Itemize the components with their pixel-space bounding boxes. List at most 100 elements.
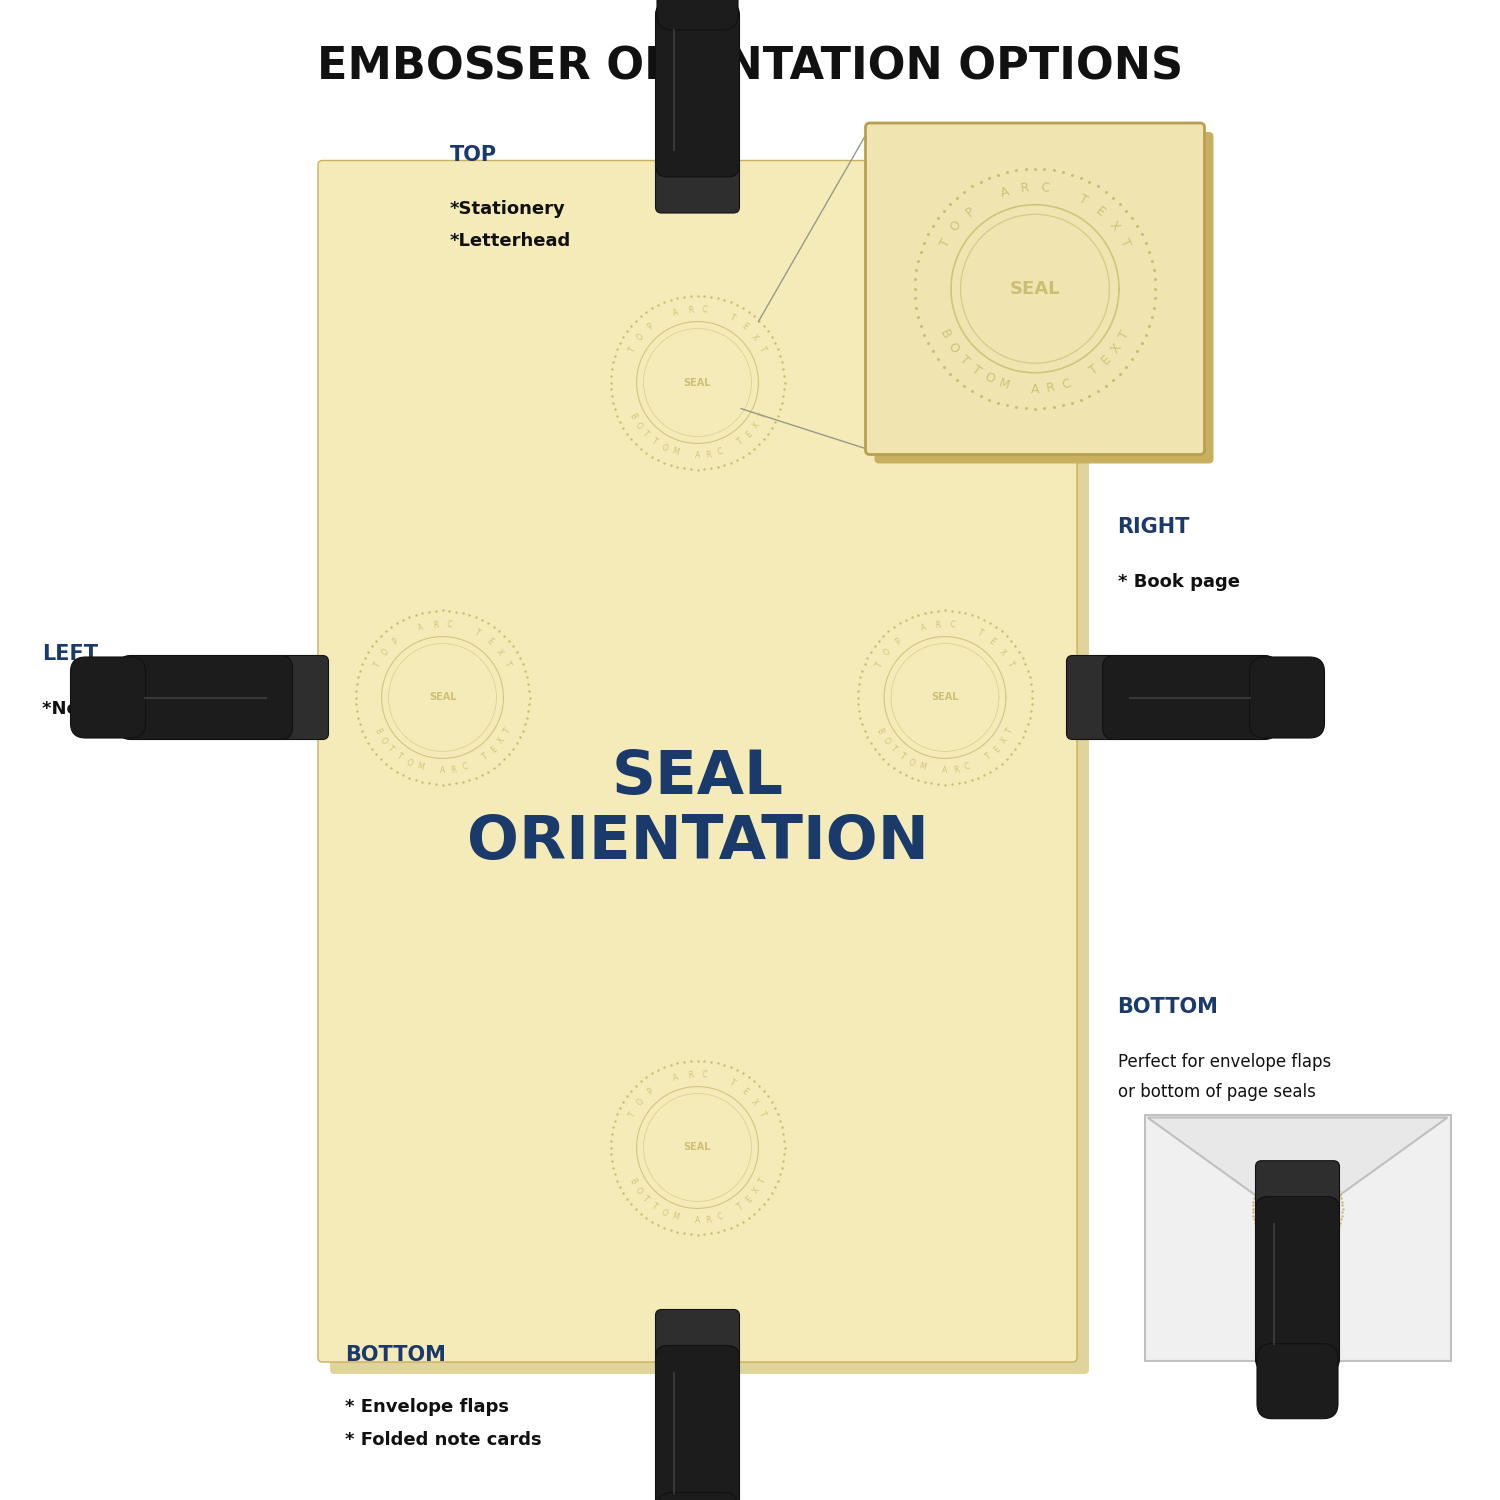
Text: EMBOSSER ORIENTATION OPTIONS: EMBOSSER ORIENTATION OPTIONS: [316, 46, 1184, 88]
Text: P: P: [392, 636, 400, 646]
Text: E: E: [744, 1194, 754, 1204]
Text: O: O: [405, 758, 414, 768]
Text: A: A: [694, 1216, 700, 1225]
Text: P: P: [1269, 1174, 1278, 1185]
Text: T: T: [888, 744, 898, 754]
Text: T: T: [1326, 1188, 1336, 1196]
Text: M: M: [416, 762, 424, 772]
Text: A: A: [672, 308, 680, 318]
Text: O: O: [634, 332, 645, 342]
Text: O: O: [882, 646, 892, 657]
Text: RIGHT: RIGHT: [1118, 518, 1190, 537]
Text: O: O: [908, 758, 916, 768]
Text: O: O: [982, 370, 996, 387]
Text: A: A: [672, 1072, 680, 1083]
Text: R: R: [934, 620, 940, 630]
Text: R: R: [687, 304, 693, 315]
Text: T: T: [640, 429, 651, 439]
Text: P: P: [894, 636, 903, 646]
Text: C: C: [716, 447, 724, 458]
Text: T: T: [1270, 1234, 1280, 1245]
Text: SEAL: SEAL: [684, 1143, 711, 1152]
Text: R: R: [432, 620, 438, 630]
Text: R: R: [1300, 1240, 1306, 1251]
Text: R: R: [1020, 182, 1031, 195]
Text: E: E: [987, 636, 998, 646]
Text: X: X: [750, 332, 760, 342]
FancyBboxPatch shape: [1257, 1344, 1338, 1419]
Text: A: A: [920, 622, 927, 633]
Text: C: C: [702, 1070, 708, 1080]
Text: E: E: [992, 744, 1002, 754]
Text: SEAL: SEAL: [684, 378, 711, 387]
Text: LEFT: LEFT: [42, 645, 98, 664]
Text: X: X: [752, 420, 762, 430]
FancyBboxPatch shape: [70, 657, 146, 738]
Text: B: B: [627, 1176, 638, 1185]
Text: O: O: [378, 735, 388, 746]
Text: X: X: [1323, 1226, 1334, 1236]
Text: C: C: [950, 620, 956, 630]
Text: O: O: [1263, 1180, 1274, 1191]
Polygon shape: [1148, 1118, 1448, 1226]
Text: X: X: [750, 1096, 760, 1107]
Text: E: E: [1100, 352, 1113, 368]
Text: B: B: [627, 411, 638, 420]
FancyBboxPatch shape: [865, 123, 1204, 454]
Text: X: X: [495, 646, 506, 657]
Text: A: A: [417, 622, 424, 633]
FancyBboxPatch shape: [656, 1346, 740, 1500]
Text: TOP: TOP: [450, 146, 497, 165]
Text: T: T: [729, 1078, 736, 1089]
Text: R: R: [705, 1215, 712, 1224]
Text: C: C: [1305, 1239, 1312, 1250]
Text: SEAL: SEAL: [1284, 1203, 1311, 1214]
Text: X: X: [1322, 1180, 1332, 1190]
Text: R: R: [1290, 1167, 1298, 1176]
Text: * Envelope flaps: * Envelope flaps: [345, 1398, 508, 1416]
Text: T: T: [1118, 237, 1132, 249]
Text: T: T: [640, 1194, 651, 1204]
Text: Perfect for envelope flaps: Perfect for envelope flaps: [1118, 1053, 1330, 1071]
Text: O: O: [633, 420, 644, 430]
Text: A: A: [1030, 382, 1039, 396]
Text: C: C: [716, 1212, 724, 1222]
Text: T: T: [969, 363, 982, 378]
Text: T: T: [758, 345, 768, 354]
Text: C: C: [1040, 182, 1050, 195]
Text: R: R: [450, 765, 458, 774]
Text: P: P: [646, 1086, 656, 1096]
Text: T: T: [1311, 1170, 1320, 1180]
Text: E: E: [740, 321, 750, 332]
Text: T: T: [758, 1110, 768, 1119]
Text: X: X: [496, 735, 507, 746]
Text: T: T: [976, 628, 984, 639]
Text: T: T: [627, 1110, 638, 1119]
Text: B: B: [372, 726, 382, 735]
Text: BOTTOM: BOTTOM: [1118, 998, 1218, 1017]
Text: SEAL
ORIENTATION: SEAL ORIENTATION: [466, 747, 928, 873]
Text: *Not Common: *Not Common: [42, 700, 182, 718]
Text: T: T: [1005, 660, 1016, 669]
Text: C: C: [1298, 1167, 1305, 1176]
Text: *Stationery: *Stationery: [450, 200, 566, 217]
FancyBboxPatch shape: [318, 160, 1077, 1362]
Text: T: T: [758, 1176, 768, 1185]
Text: T: T: [372, 660, 382, 669]
Text: T: T: [627, 345, 638, 354]
Text: SEAL: SEAL: [1010, 279, 1060, 297]
Text: C: C: [1060, 376, 1072, 392]
Text: E: E: [1317, 1174, 1326, 1185]
Text: O: O: [880, 735, 891, 746]
Text: O: O: [948, 217, 964, 234]
FancyBboxPatch shape: [330, 172, 1089, 1374]
Text: T: T: [482, 752, 490, 762]
Text: O: O: [634, 1096, 645, 1107]
Text: X: X: [752, 1185, 762, 1196]
Text: E: E: [484, 636, 495, 646]
Text: T: T: [1088, 363, 1101, 378]
Text: O: O: [945, 340, 962, 356]
Text: T: T: [729, 314, 736, 324]
Text: A: A: [999, 184, 1011, 200]
Text: M: M: [996, 376, 1011, 393]
